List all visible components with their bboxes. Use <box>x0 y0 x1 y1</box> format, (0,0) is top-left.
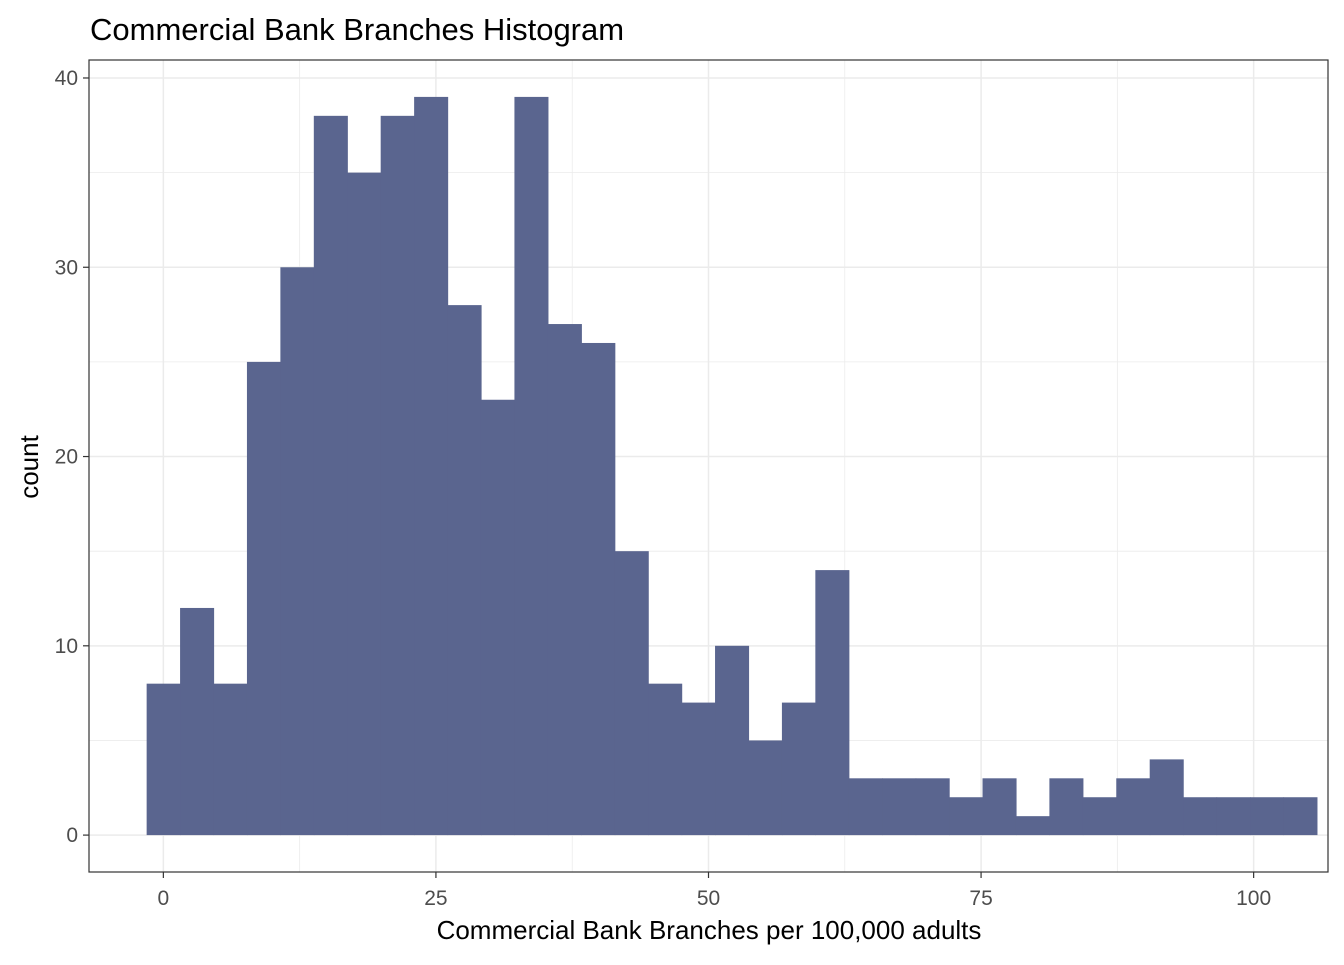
histogram-bar <box>581 342 616 836</box>
x-tick-label: 0 <box>158 887 170 910</box>
histogram-bar <box>347 172 382 836</box>
histogram-bar <box>982 778 1017 836</box>
y-tick-label: 10 <box>55 635 78 658</box>
histogram-bar <box>1283 797 1318 836</box>
histogram-bar <box>1082 797 1117 836</box>
histogram-bar <box>246 361 281 836</box>
histogram-bar <box>1149 759 1184 836</box>
histogram-bar <box>1183 797 1218 836</box>
histogram-bar <box>681 702 716 836</box>
histogram-bar <box>146 683 181 836</box>
histogram-bars <box>146 96 1318 836</box>
histogram-bar <box>1049 778 1084 836</box>
histogram-bar <box>848 778 883 836</box>
histogram-bar <box>781 702 816 836</box>
x-axis-title: Commercial Bank Branches per 100,000 adu… <box>437 915 982 945</box>
histogram-bar <box>1116 778 1151 836</box>
histogram-bar <box>1250 797 1285 836</box>
histogram-bar <box>715 645 750 836</box>
histogram-bar <box>480 399 516 836</box>
x-tick-label: 50 <box>697 887 720 910</box>
histogram-bar <box>514 96 549 836</box>
histogram-bar <box>447 305 482 836</box>
histogram-bar <box>748 740 783 836</box>
histogram-bar <box>414 96 449 836</box>
histogram-bar <box>949 797 984 836</box>
histogram-bar <box>1216 797 1251 836</box>
histogram-bar <box>280 267 315 836</box>
x-axis: 0 25 50 75 100 <box>158 872 1271 910</box>
y-tick-label: 40 <box>55 67 78 90</box>
y-tick-label: 20 <box>55 446 78 469</box>
x-tick-label: 75 <box>969 887 992 910</box>
y-tick-label: 30 <box>55 256 78 279</box>
y-axis: 0 10 20 30 40 <box>55 67 89 847</box>
histogram-bar <box>313 115 348 836</box>
histogram-bar <box>882 778 917 836</box>
x-tick-label: 25 <box>424 887 447 910</box>
histogram-bar <box>1015 816 1050 836</box>
y-tick-label: 0 <box>66 824 78 847</box>
histogram-bar <box>815 570 850 836</box>
histogram-bar <box>213 683 248 836</box>
y-axis-title: count <box>14 434 44 498</box>
histogram-bar <box>180 607 215 836</box>
histogram-bar <box>547 324 582 836</box>
histogram-bar <box>614 551 649 836</box>
chart-title: Commercial Bank Branches Histogram <box>90 12 624 47</box>
x-tick-label: 100 <box>1236 887 1271 910</box>
histogram-bar <box>915 778 950 836</box>
histogram-bar <box>648 683 683 836</box>
histogram-bar <box>380 115 415 836</box>
